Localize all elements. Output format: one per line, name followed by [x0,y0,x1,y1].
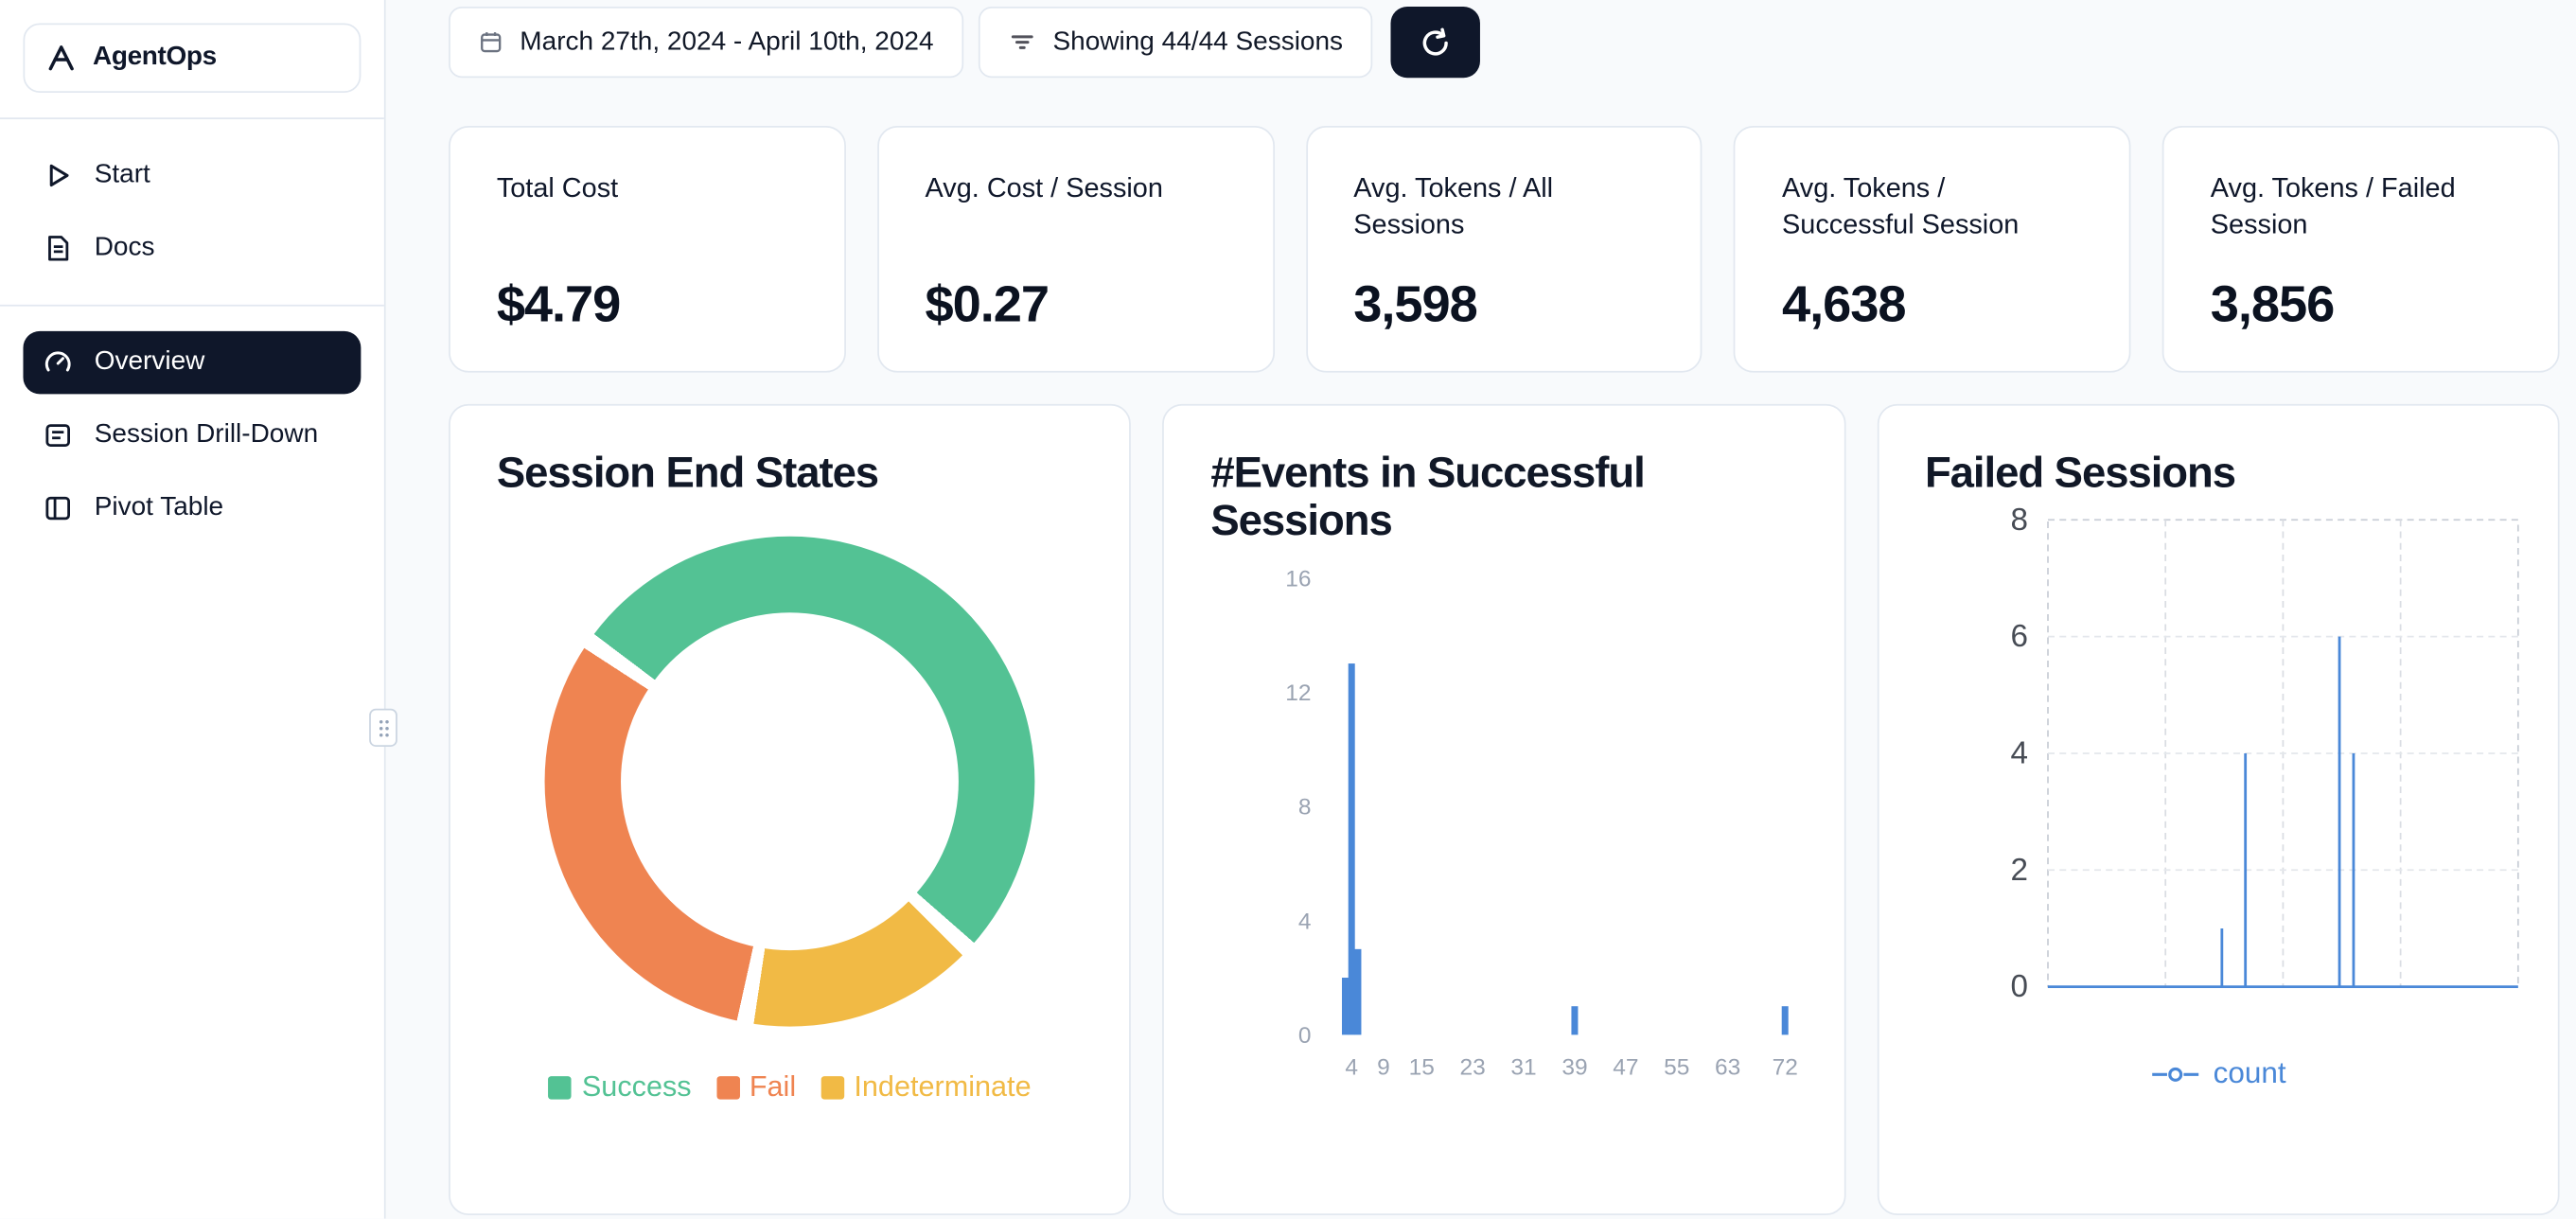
svg-text:47: 47 [1614,1055,1639,1081]
sidebar-item-label: Pivot Table [94,493,224,522]
stat-card-total-cost: Total Cost $4.79 [449,125,846,373]
svg-text:4: 4 [1298,910,1312,935]
svg-text:39: 39 [1562,1055,1588,1081]
main-content: March 27th, 2024 - April 10th, 2024 Show… [386,0,2576,1219]
sidebar: AgentOps Start Docs Overview [0,0,397,1219]
stat-label: Avg. Tokens / Failed Session [2210,173,2456,241]
date-range-label: March 27th, 2024 - April 10th, 2024 [520,26,934,56]
events-histogram-card: #Events in Successful Sessions 0 4 8 12 16 4 9… [1162,403,1845,1216]
play-icon [49,164,69,187]
donut-hole [621,612,960,951]
legend-item[interactable]: Success [548,1069,692,1104]
refresh-button[interactable] [1390,6,1481,79]
stat-value: 4,638 [1782,274,1907,333]
legend-swatch [548,1075,573,1099]
stat-card-avg-tokens-all: Avg. Tokens / All Sessions 3,598 [1305,125,1703,373]
app-title: AgentOps [92,43,217,72]
svg-text:4: 4 [2010,736,2027,771]
stat-card-avg-tokens-failed: Avg. Tokens / Failed Session 3,856 [2162,125,2560,373]
legend-label: Indeterminate [854,1069,1032,1104]
sidebar-item-start[interactable]: Start [23,144,361,206]
docs-icon [48,236,69,261]
sidebar-item-label: Start [94,160,150,189]
drilldown-icon [45,424,70,447]
svg-text:9: 9 [1378,1055,1391,1081]
svg-text:15: 15 [1409,1055,1435,1081]
sidebar-item-label: Session Drill-Down [94,420,319,450]
svg-text:8: 8 [2010,503,2027,538]
stat-label: Total Cost [496,173,619,204]
divider [0,117,384,119]
sidebar-item-label: Docs [94,233,155,262]
stat-label: Avg. Tokens / Successful Session [1782,173,2020,241]
legend-item[interactable]: Indeterminate [820,1069,1032,1104]
stat-card-avg-cost-session: Avg. Cost / Session $0.27 [876,125,1275,373]
stat-card-avg-tokens-successful: Avg. Tokens / Successful Session 4,638 [1734,125,2131,373]
svg-text:0: 0 [2010,969,2027,1004]
grip-dots-icon [379,719,388,736]
chart-title: #Events in Successful Sessions [1210,447,1645,545]
session-end-states-card: Session End States Success Fail Indetermin… [449,403,1132,1216]
pivot-table-icon [45,496,70,521]
stat-value: $0.27 [925,274,1050,333]
stat-label: Avg. Tokens / All Sessions [1353,173,1554,241]
gauge-icon [44,351,71,372]
failed-sessions-card: Failed Sessions 0 2 4 6 8 count [1877,403,2560,1216]
line-legend-label: count [2213,1056,2286,1090]
svg-text:63: 63 [1716,1055,1741,1081]
chart-title: Failed Sessions [1924,447,2236,497]
svg-text:4: 4 [1346,1055,1359,1081]
svg-text:31: 31 [1511,1055,1537,1081]
svg-text:8: 8 [1298,795,1312,821]
refresh-icon [1422,26,1449,55]
sidebar-item-pivot-table[interactable]: Pivot Table [23,477,361,539]
sidebar-item-overview[interactable]: Overview [23,330,362,395]
legend-item[interactable]: Fail [715,1069,797,1104]
chart-title: Session End States [496,447,879,497]
svg-text:6: 6 [2010,619,2027,654]
line-legend[interactable]: count [1925,1056,2512,1091]
legend-swatch [820,1075,844,1099]
sidebar-nav-top: Start Docs [23,144,361,279]
svg-text:2: 2 [2010,853,2027,888]
svg-text:12: 12 [1286,680,1312,706]
svg-text:0: 0 [1298,1024,1312,1050]
legend-label: Fail [749,1069,797,1104]
svg-text:16: 16 [1286,567,1312,592]
agentops-logo-icon [48,45,74,71]
filter-icon [1011,35,1033,49]
divider [0,304,384,307]
sessions-filter-label: Showing 44/44 Sessions [1052,26,1344,56]
svg-text:55: 55 [1665,1055,1690,1081]
date-range-button[interactable]: March 27th, 2024 - April 10th, 2024 [449,6,964,79]
stat-value: $4.79 [496,274,622,333]
stat-value: 3,598 [1353,274,1478,333]
sessions-filter-button[interactable]: Showing 44/44 Sessions [978,6,1373,79]
line-chart[interactable]: 0 2 4 6 8 [1971,501,2528,1053]
charts-row: Session End States Success Fail Indetermin… [449,403,2560,1216]
sidebar-item-docs[interactable]: Docs [23,217,361,279]
calendar-icon [481,32,502,53]
sidebar-item-label: Overview [94,347,205,377]
sidebar-nav-main: Overview Session Drill-Down Pivot Table [23,330,362,539]
stat-value: 3,856 [2210,274,2336,333]
donut-chart[interactable] [544,536,1035,1027]
stats-row: Total Cost $4.79 Avg. Cost / Session $0.… [449,125,2560,373]
toolbar: March 27th, 2024 - April 10th, 2024 Show… [449,6,2559,79]
logo[interactable]: AgentOps [23,23,362,93]
svg-text:23: 23 [1460,1055,1486,1081]
sidebar-resize-handle[interactable] [369,708,397,747]
svg-text:72: 72 [1773,1055,1798,1081]
donut-legend: Success Fail Indeterminate [497,1069,1084,1104]
legend-label: Success [581,1069,692,1104]
stat-label: Avg. Cost / Session [925,173,1163,204]
legend-swatch [715,1075,740,1099]
legend-marker-icon [2151,1067,2198,1082]
sidebar-item-session-drill-down[interactable]: Session Drill-Down [23,404,361,467]
